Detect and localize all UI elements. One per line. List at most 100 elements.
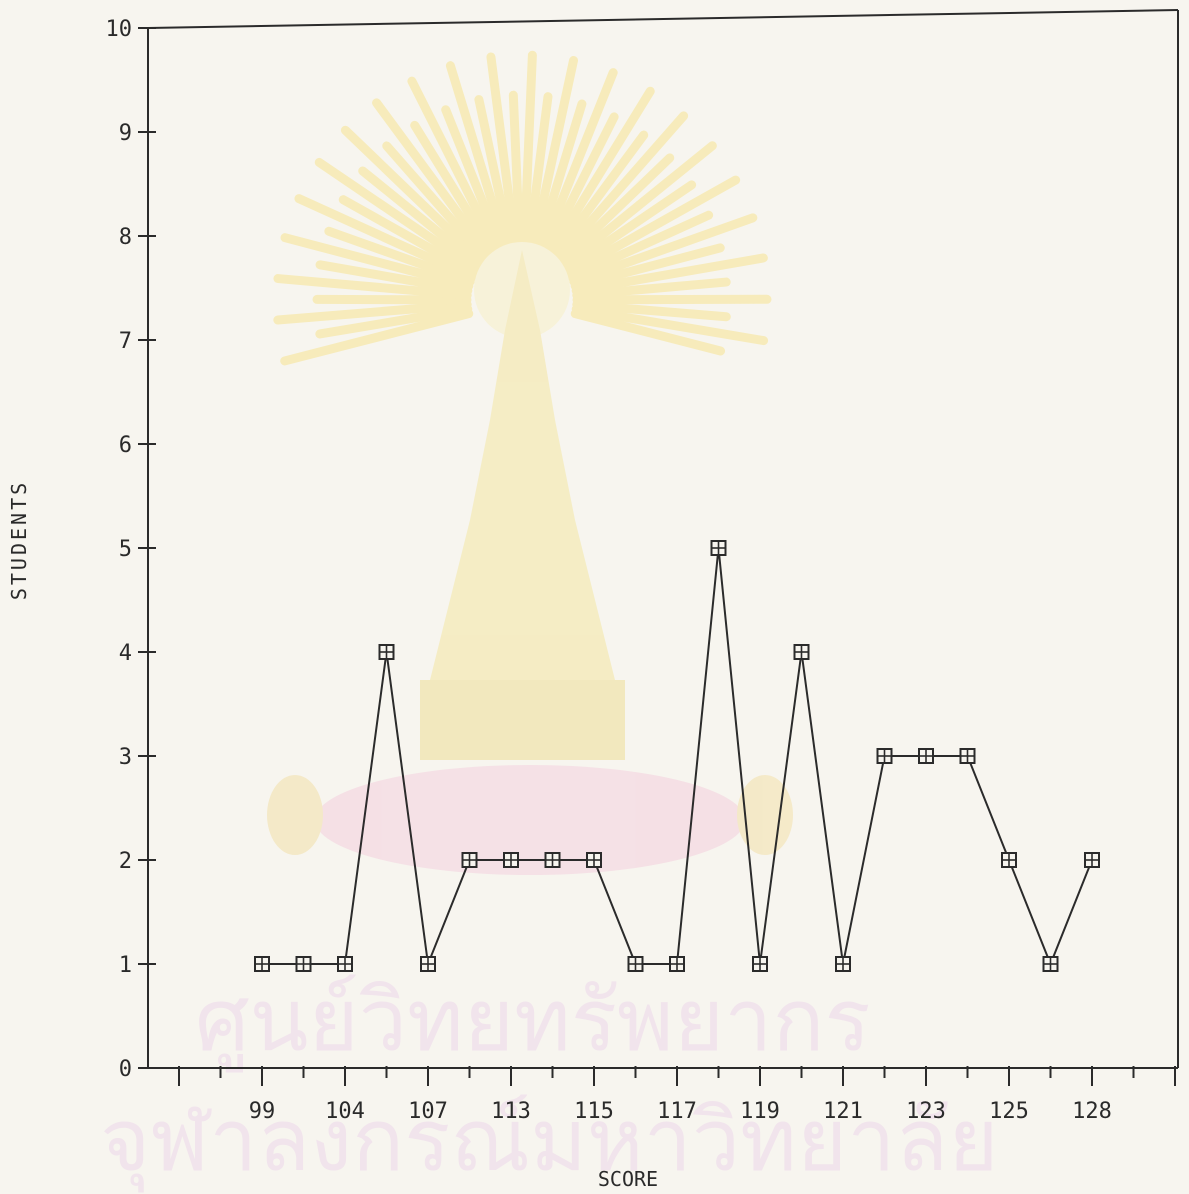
emblem-ray <box>508 90 525 250</box>
x-tick-label: 115 <box>574 1099 614 1124</box>
emblem-ray <box>565 175 741 278</box>
emblem-ray <box>324 226 475 287</box>
x-tick-label: 128 <box>1072 1099 1112 1124</box>
data-point-marker <box>420 956 436 972</box>
emblem-ray <box>546 86 655 258</box>
x-tick-label: 99 <box>249 1099 276 1124</box>
y-tick-label: 3 <box>119 745 132 770</box>
y-tick-label: 1 <box>119 953 132 978</box>
emblem-ray <box>570 309 726 356</box>
emblem-ray <box>572 299 731 322</box>
emblem-ray <box>372 98 494 261</box>
emblem-base-right <box>737 775 793 855</box>
emblem-ray <box>572 294 772 305</box>
emblem-ray <box>441 105 507 254</box>
emblem-ray <box>560 141 717 270</box>
data-point-marker <box>835 956 851 972</box>
emblem-ray <box>570 243 725 291</box>
x-tick-label: 107 <box>408 1099 448 1124</box>
emblem-ray <box>571 253 768 296</box>
emblem-ray <box>294 194 477 282</box>
emblem-base <box>315 765 745 875</box>
data-point-marker <box>378 644 395 660</box>
emblem-ray <box>340 125 487 267</box>
emblem-ray <box>407 76 502 256</box>
x-tick-label: 121 <box>823 1099 863 1124</box>
emblem-ray <box>273 274 472 300</box>
y-tick-label: 4 <box>119 641 132 666</box>
emblem-ray <box>280 233 474 291</box>
emblem-base-left <box>267 775 323 855</box>
emblem-ray <box>315 260 473 296</box>
y-tick-label: 10 <box>106 17 133 42</box>
data-point-marker <box>586 852 602 868</box>
data-point-marker <box>295 956 312 972</box>
emblem-ray <box>533 99 587 252</box>
emblem-ray <box>273 299 472 325</box>
watermark-text-line1: ศูนย์วิทยทรัพยากร <box>195 971 871 1073</box>
data-point-marker <box>710 540 727 556</box>
y-axis-ticks: 0 1 2 3 4 5 6 7 8 9 10 <box>106 17 156 1082</box>
emblem-ray <box>474 95 515 251</box>
emblem-ray <box>338 195 479 278</box>
watermark-text-line2: จุฬาลงกรณ์มหาวิทยาลัย <box>100 1091 999 1193</box>
y-tick-label: 0 <box>119 1057 132 1082</box>
y-tick-label: 9 <box>119 121 132 146</box>
data-point-marker <box>1042 956 1059 972</box>
data-point-marker <box>1001 852 1017 868</box>
data-point-marker <box>254 956 270 972</box>
data-point-marker <box>544 852 561 868</box>
data-point-marker <box>669 956 685 972</box>
emblem-ray <box>358 166 484 270</box>
y-tick-label: 5 <box>119 537 132 562</box>
plot-frame <box>147 9 1179 1069</box>
top-border <box>147 9 1179 29</box>
emblem-ray <box>445 61 511 252</box>
emblem-ray <box>542 112 619 256</box>
data-point-marker <box>503 852 519 868</box>
emblem-crown-band <box>420 680 625 760</box>
x-tick-label: 113 <box>491 1099 531 1124</box>
emblem-ray <box>529 55 579 251</box>
data-point-marker <box>1084 852 1100 868</box>
data-point-marker <box>918 748 934 764</box>
emblem-ray <box>382 141 491 264</box>
emblem-ray <box>557 153 675 267</box>
y-axis-title: STUDENTS <box>7 480 31 600</box>
emblem-ray <box>314 157 481 274</box>
x-axis-title: SCORE <box>598 1167 658 1191</box>
x-tick-label: 117 <box>657 1099 697 1124</box>
university-emblem-watermark <box>267 50 793 875</box>
data-point-marker <box>793 644 810 660</box>
y-tick-label: 6 <box>119 433 132 458</box>
x-axis-ticks: 99 104 107 113 115 117 119 121 123 125 128 <box>178 1066 1176 1124</box>
emblem-ray <box>486 52 520 250</box>
emblem-crown <box>420 250 625 760</box>
x-tick-label: 104 <box>325 1099 365 1124</box>
x-tick-label: 125 <box>989 1099 1029 1124</box>
y-tick-label: 2 <box>119 849 132 874</box>
emblem-ray <box>553 111 689 264</box>
emblem-rays <box>273 50 772 366</box>
x-tick-label: 119 <box>740 1099 780 1124</box>
data-point-marker <box>461 852 478 868</box>
y-tick-label: 7 <box>119 329 132 354</box>
emblem-ray <box>563 180 697 274</box>
emblem-ray <box>280 309 474 366</box>
data-point-marker <box>959 748 976 764</box>
emblem-ray <box>572 277 731 300</box>
data-point-marker <box>627 956 644 972</box>
emblem-ray <box>410 120 498 258</box>
emblem-ray <box>315 304 473 339</box>
data-point-marker <box>876 748 893 764</box>
y-tick-label: 8 <box>119 225 132 250</box>
data-point-marker <box>752 956 768 972</box>
x-tick-label: 123 <box>906 1099 946 1124</box>
emblem-ray <box>519 50 537 250</box>
emblem-ray <box>571 304 769 346</box>
series-markers <box>254 540 1100 972</box>
emblem-ray <box>569 213 758 287</box>
data-point-marker <box>337 956 353 972</box>
